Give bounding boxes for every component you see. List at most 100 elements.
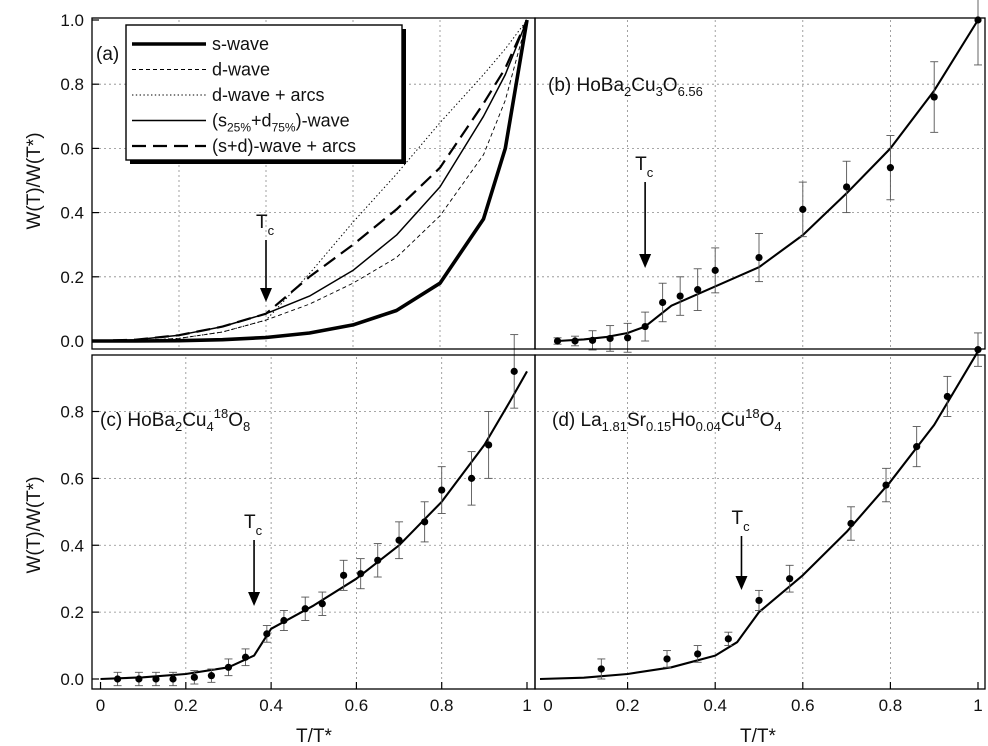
- y-tick-label: 0.8: [60, 75, 84, 94]
- formula-part: O: [760, 410, 775, 431]
- tc-subscript: c: [647, 165, 654, 180]
- formula-part: 18: [745, 406, 759, 421]
- x-tick-label: 0.4: [703, 696, 727, 715]
- data-point: [421, 518, 429, 526]
- legend-entry: (s+d)-wave + arcs: [212, 136, 356, 156]
- y-axis-title-bottom: W(T)/W(T*): [24, 476, 45, 573]
- legend-text-part: -wave: [302, 111, 350, 131]
- series-line: [91, 19, 528, 342]
- data-point: [135, 675, 143, 683]
- data-point: [597, 665, 605, 673]
- y-tick-label: 0.2: [60, 268, 84, 287]
- formula-part: Ho: [671, 410, 695, 431]
- fit-line: [539, 350, 979, 681]
- compound-formula: (c) HoBa2Cu418O8: [100, 406, 250, 434]
- x-tick-label: 0.6: [345, 696, 369, 715]
- compound-formula: (b) HoBa2Cu3O6.56: [548, 75, 703, 99]
- y-tick-label: 0.4: [60, 536, 84, 555]
- formula-part: 3: [656, 84, 663, 99]
- legend-entry: d-wave: [212, 60, 270, 80]
- text-layer: 0.0 0.2 0.4 0.6 0.8 1.0 0.0 0.2 0.4 0.6 0.8 0 0.2 0.4…: [60, 11, 982, 715]
- panel-frame: [534, 354, 986, 690]
- x-tick-label: 0: [543, 696, 552, 715]
- data-point: [624, 334, 632, 342]
- legend-text-part: (: [212, 111, 218, 131]
- data-point: [711, 266, 719, 274]
- panel-frame: [91, 354, 536, 690]
- legend-text-part: ): [296, 111, 302, 131]
- series-line: [92, 19, 529, 343]
- x-tick-label: 0.2: [174, 696, 198, 715]
- y-tick-label: 0.6: [60, 139, 84, 158]
- tc-text: T: [256, 212, 268, 233]
- data-point: [847, 519, 855, 528]
- formula-part: O: [663, 75, 678, 96]
- tc-label: Tc: [256, 212, 275, 238]
- data-point: [571, 337, 579, 345]
- y-axis-title-top: W(T)/W(T*): [24, 132, 45, 229]
- legend-subscript: 25%: [227, 121, 251, 135]
- frame-layer: [91, 17, 986, 690]
- panel-frame: [534, 17, 986, 350]
- legend-text-part: s: [218, 111, 227, 131]
- data-point: [190, 673, 198, 681]
- x-tick-label: 0.2: [616, 696, 640, 715]
- formula-part: Cu: [182, 410, 206, 431]
- tc-label: Tc: [244, 512, 263, 538]
- data-point: [395, 536, 403, 544]
- formula-part: 18: [214, 406, 228, 421]
- formula-part: 8: [243, 419, 250, 434]
- y-tick-label: 0.2: [60, 603, 84, 622]
- data-point: [882, 481, 890, 489]
- y-tick-label: 0.0: [60, 332, 84, 351]
- y-tick-label: 0.8: [60, 403, 84, 422]
- tc-subscript: c: [256, 523, 263, 538]
- x-tick-label: 0.8: [430, 696, 454, 715]
- data-point: [152, 675, 160, 683]
- data-point: [224, 663, 233, 671]
- data-point: [930, 93, 938, 101]
- legend-entry: s-wave: [212, 34, 269, 54]
- tc-label: Tc: [635, 154, 654, 180]
- legend-entry: (s25%+d75%)-wave: [212, 111, 350, 135]
- data-point: [694, 650, 702, 658]
- data-point: [641, 322, 649, 331]
- data-point: [786, 575, 794, 583]
- data-point: [913, 443, 921, 451]
- tc-arrow-head: [248, 592, 261, 606]
- legend-subscript: 75%: [272, 121, 296, 135]
- data-point: [438, 486, 446, 494]
- y-tick-label: 0.0: [60, 670, 84, 689]
- formula-part: 0.04: [696, 419, 721, 434]
- tc-subscript: c: [268, 223, 275, 238]
- data-point: [207, 672, 216, 680]
- compound-formula: (d) La1.81Sr0.15Ho0.04Cu18O4: [552, 406, 782, 434]
- panel-label-a: (a): [96, 44, 119, 65]
- formula-part: (b) HoBa: [548, 75, 624, 96]
- formula-part: 6.56: [678, 84, 703, 99]
- data-point: [553, 337, 562, 345]
- formula-part: 1.81: [602, 419, 627, 434]
- series-line: [91, 19, 528, 342]
- data-point: [280, 616, 288, 625]
- x-axis-title-left: T/T*: [296, 726, 332, 746]
- formula-part: 2: [175, 419, 182, 434]
- data-layer: [91, 0, 982, 687]
- data-point: [943, 392, 951, 401]
- data-point: [676, 292, 684, 300]
- x-tick-label: 0: [96, 696, 105, 715]
- data-point: [318, 600, 326, 608]
- y-tick-label: 1.0: [60, 11, 84, 30]
- data-point: [694, 286, 702, 294]
- fit-line: [100, 370, 528, 681]
- data-point: [467, 474, 476, 482]
- data-point: [510, 367, 518, 375]
- formula-part: 0.15: [646, 419, 671, 434]
- formula-part: (c) HoBa: [100, 410, 175, 431]
- formula-part: 4: [774, 419, 781, 434]
- legend-box: [125, 24, 403, 161]
- tc-text: T: [731, 508, 743, 529]
- y-tick-label: 0.6: [60, 469, 84, 488]
